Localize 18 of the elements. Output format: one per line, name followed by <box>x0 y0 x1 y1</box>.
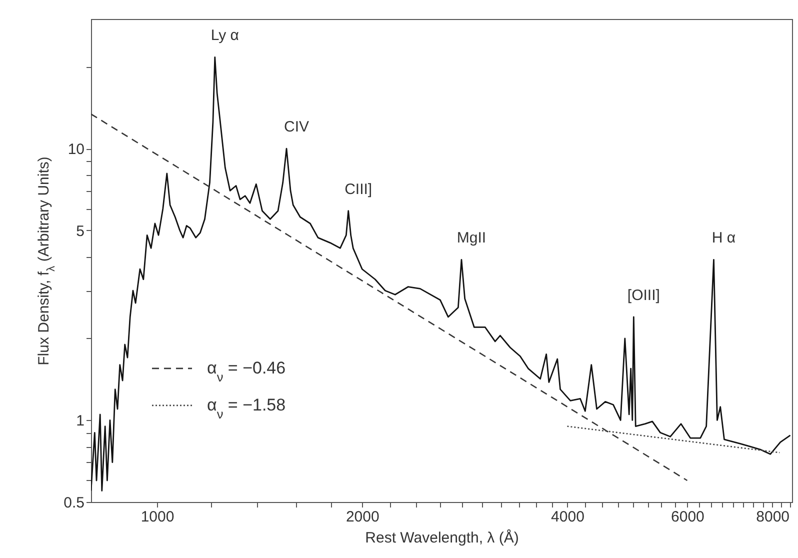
y-tick-label: 1 <box>76 412 84 430</box>
annotation: MgII <box>456 230 486 247</box>
annotation: Ly α <box>210 27 240 44</box>
x-tick-label: 4000 <box>551 508 584 526</box>
y-tick-label: 10 <box>68 141 84 158</box>
y-tick-label: 0.5 <box>64 494 84 512</box>
legend-label: α$_{ν}$ = −1.58 <box>207 395 286 421</box>
x-tick-label: 2000 <box>346 508 380 526</box>
annotation: H α <box>712 230 736 247</box>
y-tick-label: 5 <box>76 222 84 240</box>
x-tick-label: 8000 <box>756 508 790 526</box>
annotation: CIV <box>284 118 310 136</box>
legend-label: α$_{ν}$ = −0.46 <box>207 358 286 384</box>
x-axis-title: Rest Wavelength, λ (Å) <box>365 528 519 546</box>
x-tick-label: 1000 <box>140 508 174 526</box>
x-tick-label: 6000 <box>671 508 704 526</box>
annotation: CIII] <box>344 180 372 198</box>
annotation: [OIII] <box>627 286 660 304</box>
